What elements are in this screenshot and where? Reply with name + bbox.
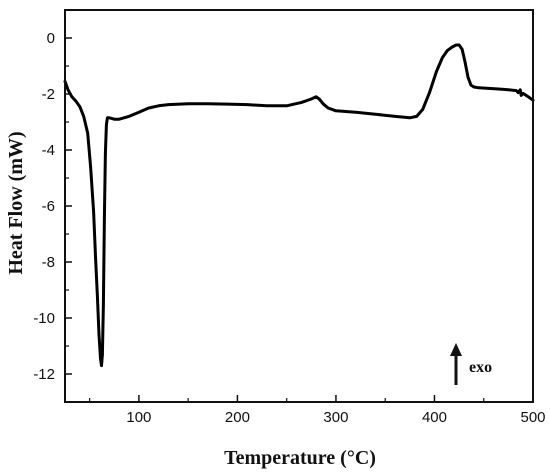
data-point <box>507 88 510 92</box>
data-point <box>460 47 464 51</box>
data-point <box>78 105 82 108</box>
x-tick-label: 200 <box>225 409 250 426</box>
data-point <box>408 116 412 120</box>
data-point <box>70 95 74 99</box>
data-point <box>516 91 520 94</box>
plot-area <box>63 43 535 368</box>
data-point <box>101 353 104 356</box>
data-point <box>527 96 531 99</box>
data-point <box>326 106 330 110</box>
data-point <box>74 99 78 103</box>
axes: 100 200 300 400 500 0 -2 -4 -6 -8 -10 -12 <box>33 9 546 426</box>
data-point <box>466 75 470 79</box>
x-axis-title: Temperature (°C) <box>224 447 376 469</box>
data-point <box>354 110 358 114</box>
data-point <box>137 110 141 114</box>
data-point <box>167 103 170 106</box>
data-point <box>66 88 70 92</box>
data-point <box>97 333 101 337</box>
data-point <box>317 97 321 101</box>
plot-frame <box>64 9 534 403</box>
data-point <box>92 210 95 213</box>
data-point <box>206 102 210 106</box>
y-axis-title: Heat Flow (mW) <box>5 131 27 274</box>
data-point <box>246 103 249 106</box>
data-point <box>441 56 444 59</box>
data-point <box>310 97 313 101</box>
data-point <box>117 117 121 121</box>
x-tick-label: 300 <box>323 409 348 426</box>
exo-annotation: exo <box>450 343 492 385</box>
data-point <box>285 104 289 108</box>
data-point <box>157 104 160 108</box>
exo-label: exo <box>469 359 492 376</box>
data-point <box>300 101 303 104</box>
data-point <box>463 60 467 64</box>
y-tick-label: -4 <box>42 142 55 159</box>
data-point <box>314 95 318 99</box>
data-point <box>108 116 111 120</box>
data-point <box>518 88 522 92</box>
x-tick-label: 100 <box>126 409 151 426</box>
data-point <box>469 83 473 87</box>
data-point <box>147 106 150 110</box>
y-tick-label: -12 <box>33 366 55 383</box>
y-tick-label: -10 <box>33 310 55 327</box>
data-point <box>89 165 92 169</box>
data-point <box>477 86 481 90</box>
data-point <box>127 115 131 118</box>
data-point <box>226 102 229 106</box>
x-tick-label: 500 <box>520 409 545 426</box>
data-point <box>103 215 106 219</box>
data-point <box>106 116 109 120</box>
data-point <box>450 45 454 49</box>
data-point <box>415 115 419 118</box>
data-point <box>521 92 525 95</box>
data-point <box>393 115 397 118</box>
data-point <box>86 131 89 135</box>
data-point <box>334 109 338 113</box>
data-point <box>487 87 491 90</box>
data-point <box>519 94 523 97</box>
data-point <box>113 117 116 121</box>
data-point <box>435 70 438 73</box>
data-point <box>421 108 425 111</box>
data-point <box>321 102 325 106</box>
data-point <box>472 85 476 89</box>
data-point <box>454 43 458 47</box>
data-point <box>457 43 461 47</box>
data-point <box>94 255 97 258</box>
y-tick-label: 0 <box>47 30 55 47</box>
exo-arrow-head <box>450 343 462 356</box>
data-point <box>105 123 108 127</box>
data-point <box>446 49 449 52</box>
y-tick-label: -8 <box>42 254 55 271</box>
data-point <box>82 115 85 118</box>
y-tick-label: -2 <box>42 86 55 103</box>
y-tick-label: -6 <box>42 198 55 215</box>
data-point <box>100 364 103 367</box>
data-point <box>497 87 500 91</box>
data-point <box>374 112 377 116</box>
data-point <box>99 357 102 360</box>
data-point <box>515 89 518 92</box>
data-point <box>102 302 105 306</box>
data-point <box>96 297 99 300</box>
data-point <box>428 91 431 94</box>
data-point <box>186 102 190 106</box>
data-point <box>524 94 528 97</box>
data-point <box>265 104 269 108</box>
x-tick-label: 400 <box>422 409 447 426</box>
data-point <box>104 151 107 155</box>
heat-flow-line <box>63 43 535 368</box>
